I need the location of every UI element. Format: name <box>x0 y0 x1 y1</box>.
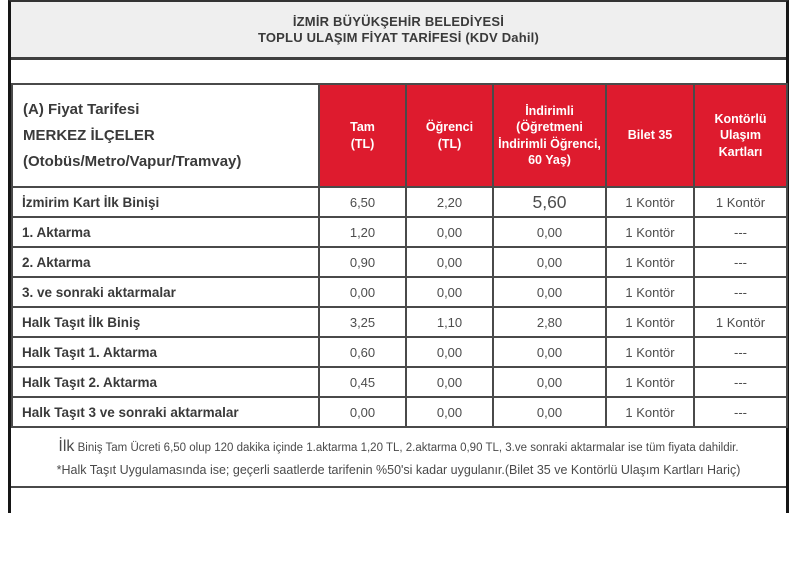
footnote-fare-rule-text: Biniş Tam Ücreti 6,50 olup 120 dakika iç… <box>74 441 739 454</box>
row-label: Halk Taşıt 3 ve sonraki aktarmalar <box>11 396 320 428</box>
corner-header: (A) Fiyat Tarifesi MERKEZ İLÇELER (Otobü… <box>11 83 320 188</box>
fare-cell: 0,00 <box>405 366 494 398</box>
fare-cell: 0,00 <box>405 216 494 248</box>
column-header-indirimli: İndirimli (Öğretmeni İndirimli Öğrenci, … <box>492 83 607 188</box>
table-row: Halk Taşıt İlk Biniş 3,25 1,10 2,80 1 Ko… <box>11 306 788 338</box>
fare-cell: 0,00 <box>492 216 607 248</box>
spacer-band <box>11 60 786 83</box>
fare-cell: 0,00 <box>405 336 494 368</box>
fare-cell: 1 Kontör <box>605 276 695 308</box>
column-header-bilet35: Bilet 35 <box>605 83 695 188</box>
fare-cell: 1 Kontör <box>605 366 695 398</box>
fare-cell: --- <box>693 216 788 248</box>
fare-cell: 0,00 <box>492 366 607 398</box>
fare-cell: 6,50 <box>318 186 407 218</box>
fare-cell: 0,00 <box>492 276 607 308</box>
fare-cell: 1 Kontör <box>693 186 788 218</box>
fare-cell: 0,45 <box>318 366 407 398</box>
fare-cell: 0,00 <box>318 276 407 308</box>
tariff-sheet: İZMİR BÜYÜKŞEHİR BELEDİYESİ TOPLU ULAŞIM… <box>8 0 789 588</box>
fare-cell: 0,00 <box>405 246 494 278</box>
table-header-row: (A) Fiyat Tarifesi MERKEZ İLÇELER (Otobü… <box>11 83 788 188</box>
row-label: Halk Taşıt 1. Aktarma <box>11 336 320 368</box>
fare-cell: 1 Kontör <box>605 396 695 428</box>
footnote-halk-tasit: *Halk Taşıt Uygulamasında ise; geçerli s… <box>56 462 741 477</box>
column-header-kontorlu: Kontörlü Ulaşım Kartları <box>693 83 788 188</box>
corner-header-line-2: MERKEZ İLÇELER <box>23 126 155 144</box>
row-label: 3. ve sonraki aktarmalar <box>11 276 320 308</box>
fare-cell: 0,00 <box>492 396 607 428</box>
table-row: Halk Taşıt 2. Aktarma 0,45 0,00 0,00 1 K… <box>11 366 788 398</box>
row-label: Halk Taşıt 2. Aktarma <box>11 366 320 398</box>
fare-cell: --- <box>693 246 788 278</box>
fare-cell: 1,20 <box>318 216 407 248</box>
table-row: Halk Taşıt 3 ve sonraki aktarmalar 0,00 … <box>11 396 788 428</box>
footnote-lead-word: İlk <box>58 437 75 455</box>
fare-cell: 0,00 <box>405 276 494 308</box>
fare-cell: 3,25 <box>318 306 407 338</box>
fare-cell: 0,60 <box>318 336 407 368</box>
fare-cell: 2,20 <box>405 186 494 218</box>
title-line-1: İZMİR BÜYÜKŞEHİR BELEDİYESİ <box>292 14 505 29</box>
row-label: İzmirim Kart İlk Binişi <box>11 186 320 218</box>
row-label: Halk Taşıt İlk Biniş <box>11 306 320 338</box>
fare-cell: 1 Kontör <box>605 186 695 218</box>
fare-cell: 0,90 <box>318 246 407 278</box>
column-header-tam: Tam (TL) <box>318 83 407 188</box>
fare-cell: 5,60 <box>492 186 607 218</box>
fare-cell: 1 Kontör <box>605 216 695 248</box>
table-row: Halk Taşıt 1. Aktarma 0,60 0,00 0,00 1 K… <box>11 336 788 368</box>
row-label: 1. Aktarma <box>11 216 320 248</box>
table-row: 2. Aktarma 0,90 0,00 0,00 1 Kontör --- <box>11 246 788 278</box>
footnote-fare-rule: İlk Biniş Tam Ücreti 6,50 olup 120 dakik… <box>58 438 738 456</box>
table-row: İzmirim Kart İlk Binişi 6,50 2,20 5,60 1… <box>11 186 788 218</box>
fare-cell: 1 Kontör <box>605 306 695 338</box>
fare-cell: 1 Kontör <box>605 336 695 368</box>
fare-cell: 1,10 <box>405 306 494 338</box>
bottom-whitespace <box>11 488 786 588</box>
title-line-2: TOPLU ULAŞIM FİYAT TARİFESİ (KDV Dahil) <box>257 30 540 45</box>
fare-cell: 0,00 <box>318 396 407 428</box>
fare-cell: --- <box>693 276 788 308</box>
fare-cell: --- <box>693 396 788 428</box>
fare-cell: --- <box>693 366 788 398</box>
fare-cell: 1 Kontör <box>605 246 695 278</box>
footnotes: İlk Biniş Tam Ücreti 6,50 olup 120 dakik… <box>11 428 786 488</box>
fare-cell: 0,00 <box>405 396 494 428</box>
corner-header-line-1: (A) Fiyat Tarifesi <box>23 100 140 118</box>
fare-cell: 1 Kontör <box>693 306 788 338</box>
row-label: 2. Aktarma <box>11 246 320 278</box>
column-header-ogrenci: Öğrenci (TL) <box>405 83 494 188</box>
fare-table: (A) Fiyat Tarifesi MERKEZ İLÇELER (Otobü… <box>11 83 788 428</box>
fare-cell: 0,00 <box>492 336 607 368</box>
fare-cell: 0,00 <box>492 246 607 278</box>
table-row: 3. ve sonraki aktarmalar 0,00 0,00 0,00 … <box>11 276 788 308</box>
fare-cell: 2,80 <box>492 306 607 338</box>
table-row: 1. Aktarma 1,20 0,00 0,00 1 Kontör --- <box>11 216 788 248</box>
fare-cell: --- <box>693 336 788 368</box>
page-title: İZMİR BÜYÜKŞEHİR BELEDİYESİ TOPLU ULAŞIM… <box>11 2 786 60</box>
corner-header-line-3: (Otobüs/Metro/Vapur/Tramvay) <box>23 152 242 170</box>
